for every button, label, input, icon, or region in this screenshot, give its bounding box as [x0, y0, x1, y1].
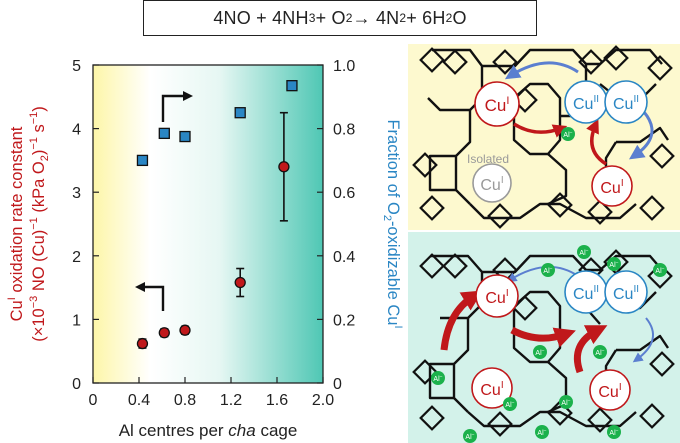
y-axis-label-right: Fraction of O2-oxidizable CuI: [381, 119, 404, 328]
panel-top-background: [408, 44, 680, 230]
cu-ii-circle-top-a: CuII: [564, 80, 608, 124]
y-tick-label-left: 0: [72, 376, 81, 393]
y-tick-label-left: 1: [72, 312, 81, 329]
y-tick-label-right: 0.8: [333, 122, 355, 139]
al-site: [559, 395, 573, 409]
x-tick-label: 1.2: [220, 392, 242, 409]
x-tick-label: 0.4: [128, 392, 150, 409]
y-axis-label-left-line2: (×10−3 NO (Cu)−1 (kPa O2)−1 s−1): [28, 106, 51, 342]
svg-text:CuI: CuI: [600, 178, 623, 197]
cu-i-circle-bottom-bl: CuI: [471, 367, 513, 409]
rate-constant-point: [136, 337, 149, 350]
svg-text:CuI: CuI: [480, 175, 503, 194]
red-arrow-top-2: [586, 118, 607, 166]
svg-text:CuII: CuII: [573, 284, 599, 303]
x-axis-label: Al centres per cha cage: [119, 421, 298, 440]
svg-text:CuII: CuII: [613, 284, 639, 303]
al-site-label: Al−: [543, 266, 552, 275]
svg-text:CuII: CuII: [613, 94, 639, 113]
al-site-label: Al−: [609, 260, 618, 269]
al-site-label: Al−: [535, 348, 544, 357]
al-site: [535, 425, 549, 439]
y-tick-label-right: 0.2: [333, 312, 355, 329]
blue-arrow-top-left: [504, 61, 579, 80]
isolated-cu-i: Isolated CuI: [467, 152, 512, 203]
svg-text:CuI: CuI: [598, 382, 621, 401]
y-tick-label-right: 0: [333, 376, 342, 393]
mechanism-diagram: CuI CuII CuII CuI Isolated CuI Al−: [408, 44, 680, 443]
al-site: [653, 263, 667, 277]
al-sites-bottom: Al− Al− Al− Al− Al− Al− Al− Al− Al− Al− Al− Al−: [431, 245, 667, 443]
x-tick-label: 0.8: [174, 392, 196, 409]
svg-text:CuI: CuI: [485, 288, 508, 307]
plot-frame: [92, 64, 324, 384]
rate-constant-point: [234, 276, 246, 289]
al-site: [533, 345, 547, 359]
left-axis-indicator-arrow: [143, 285, 165, 311]
x-tick-label: 0: [89, 392, 98, 409]
y-tick-label-right: 0.6: [333, 185, 355, 202]
blue-arrow-bottom-right: [632, 317, 655, 363]
svg-text:CuI: CuI: [480, 380, 503, 399]
al-site-label: Al−: [433, 374, 442, 383]
right-axis-indicator-arrow: [161, 94, 185, 122]
fraction-oxidizable-point: [158, 127, 170, 140]
al-site-label: Al−: [465, 432, 474, 441]
plot-background: [93, 65, 323, 383]
cu-ii-circle-bottom-b: CuII: [604, 270, 648, 314]
al-site: [607, 257, 621, 271]
al-site-label: Al−: [655, 266, 664, 275]
al-site: [503, 397, 517, 411]
svg-text:CuII: CuII: [573, 94, 599, 113]
y-tick-label-left: 3: [72, 185, 81, 202]
y-tick-label-left: 4: [72, 122, 81, 139]
y-tick-label-left: 5: [72, 58, 81, 75]
al-site-label: Al−: [609, 428, 618, 437]
al-site: [607, 425, 621, 439]
rate-constant-point: [179, 324, 191, 336]
red-arrow-top-1: [513, 122, 568, 138]
al-site: [431, 371, 445, 385]
cu-ii-circle-bottom-a: CuII: [564, 270, 608, 314]
red-arrow-bottom-1: [440, 290, 483, 351]
cu-i-circle-bottom-left: CuI: [475, 274, 519, 318]
al-site-label: Al−: [595, 348, 604, 357]
al-site-label: Al−: [505, 400, 514, 409]
cu-i-circle-top-bottom: CuI: [591, 165, 633, 207]
al-site-label: Al−: [579, 248, 588, 257]
fraction-oxidizable-point: [179, 130, 191, 143]
al-site: [541, 263, 555, 277]
svg-text:Al−: Al−: [563, 130, 572, 139]
cu-ii-circle-top-b: CuII: [604, 80, 648, 124]
rate-constant-point: [158, 327, 170, 339]
fraction-oxidizable-point: [234, 107, 246, 119]
al-site: [463, 429, 477, 443]
cu-i-circle-bottom-br: CuI: [589, 369, 631, 411]
x-tick-label: 2.0: [312, 392, 334, 409]
x-tick-label: 1.6: [266, 392, 288, 409]
right-axis-indicator-head: [183, 91, 193, 101]
blue-arrow-top-right: [629, 111, 654, 160]
y-tick-label-right: 1.0: [333, 58, 355, 75]
y-axis-label-left-line1: CuI oxidation rate constant: [6, 126, 26, 321]
al-site-label: Al−: [537, 428, 546, 437]
red-arrow-bottom-3: [573, 325, 608, 374]
fraction-oxidizable-point: [286, 80, 298, 92]
fraction-oxidizable-point: [136, 154, 149, 167]
red-arrow-bottom-2: [510, 326, 576, 348]
al-site: [577, 245, 591, 259]
rate-constant-point: [278, 161, 290, 173]
left-axis-indicator-head: [135, 282, 145, 292]
svg-text:CuI: CuI: [485, 95, 510, 115]
y-tick-label-left: 2: [72, 249, 81, 266]
al-site-label: Al−: [561, 398, 570, 407]
cu-i-circle-top-left: CuI: [474, 81, 520, 127]
y-tick-label-right: 0.4: [333, 249, 355, 266]
al-site-top: Al−: [561, 127, 575, 141]
al-site: [593, 345, 607, 359]
svg-text:Isolated: Isolated: [467, 152, 509, 166]
